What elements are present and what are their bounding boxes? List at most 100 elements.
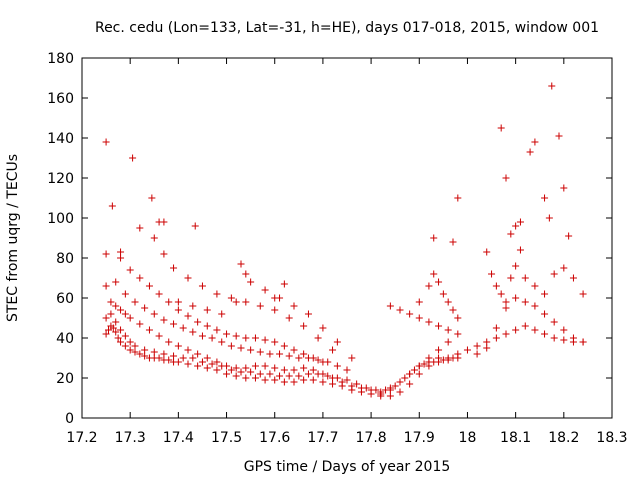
- data-point: [579, 290, 587, 298]
- data-point: [430, 270, 438, 278]
- data-point: [314, 334, 322, 342]
- data-point: [425, 358, 433, 366]
- data-point: [512, 262, 520, 270]
- data-point: [194, 362, 202, 370]
- data-point: [444, 354, 452, 362]
- data-point: [435, 354, 443, 362]
- data-point: [145, 282, 153, 290]
- data-point: [184, 360, 192, 368]
- x-axis-label: GPS time / Days of year 2015: [244, 459, 451, 475]
- data-point: [218, 338, 226, 346]
- data-point: [189, 302, 197, 310]
- data-point: [242, 270, 250, 278]
- data-point: [213, 366, 221, 374]
- x-tick-label: 17.9: [404, 430, 435, 446]
- data-point: [396, 306, 404, 314]
- data-point: [550, 270, 558, 278]
- data-point: [107, 310, 115, 318]
- data-point: [129, 154, 137, 162]
- data-point: [541, 290, 549, 298]
- data-point: [555, 132, 563, 140]
- data-point: [160, 218, 168, 226]
- data-point: [150, 348, 158, 356]
- data-point: [117, 248, 125, 256]
- data-point: [343, 376, 351, 384]
- data-point: [367, 386, 375, 394]
- data-point: [271, 364, 279, 372]
- data-point: [213, 326, 221, 334]
- data-point: [550, 334, 558, 342]
- data-point: [300, 364, 308, 372]
- data-point: [290, 378, 298, 386]
- data-point: [386, 392, 394, 400]
- data-point: [223, 370, 231, 378]
- data-point: [247, 346, 255, 354]
- data-point: [203, 322, 211, 330]
- data-point: [102, 138, 110, 146]
- data-point: [227, 366, 235, 374]
- data-point: [247, 278, 255, 286]
- y-tick-label: 20: [56, 371, 74, 387]
- data-point: [271, 376, 279, 384]
- data-point: [131, 348, 139, 356]
- x-tick-label: 17.4: [163, 430, 194, 446]
- data-point: [497, 290, 505, 298]
- data-point: [256, 370, 264, 378]
- data-point: [401, 374, 409, 382]
- data-point: [502, 174, 510, 182]
- data-point: [261, 286, 269, 294]
- data-point: [324, 372, 332, 380]
- x-tick-label: 17.8: [356, 430, 387, 446]
- data-point: [521, 322, 529, 330]
- data-point: [512, 222, 520, 230]
- data-point: [548, 82, 556, 90]
- data-point: [333, 362, 341, 370]
- data-point: [126, 346, 134, 354]
- data-point: [319, 324, 327, 332]
- data-point: [237, 368, 245, 376]
- data-point: [121, 310, 129, 318]
- data-point: [184, 312, 192, 320]
- data-point: [276, 350, 284, 358]
- data-point: [560, 326, 568, 334]
- x-tick-label: 18: [459, 430, 477, 446]
- data-point: [179, 324, 187, 332]
- data-point: [218, 310, 226, 318]
- data-point: [121, 332, 129, 340]
- data-point: [348, 354, 356, 362]
- data-point: [406, 370, 414, 378]
- data-point: [309, 366, 317, 374]
- data-point: [203, 364, 211, 372]
- data-point: [295, 354, 303, 362]
- data-point: [569, 334, 577, 342]
- data-point: [454, 350, 462, 358]
- data-point: [165, 338, 173, 346]
- data-point: [565, 232, 573, 240]
- data-point: [541, 194, 549, 202]
- data-point: [105, 326, 112, 334]
- data-point: [415, 370, 423, 378]
- data-point: [242, 298, 250, 306]
- y-axis-label: STEC from uqrg / TECUs: [5, 154, 21, 322]
- data-point: [280, 378, 288, 386]
- data-point: [150, 234, 158, 242]
- data-point: [492, 324, 500, 332]
- data-point: [266, 350, 274, 358]
- data-point: [126, 314, 134, 322]
- data-point: [189, 354, 197, 362]
- y-tick-label: 180: [47, 51, 74, 67]
- data-point: [107, 298, 115, 306]
- x-tick-label: 17.2: [66, 430, 97, 446]
- data-point: [531, 138, 539, 146]
- chart-title: Rec. cedu (Lon=133, Lat=-31, h=HE), days…: [95, 20, 599, 36]
- data-points: [102, 82, 587, 400]
- data-point: [483, 338, 491, 346]
- data-point: [435, 278, 443, 286]
- data-point: [290, 366, 298, 374]
- data-point: [251, 362, 259, 370]
- data-point: [117, 254, 125, 262]
- data-point: [271, 306, 279, 314]
- data-point: [406, 380, 414, 388]
- data-point: [430, 234, 438, 242]
